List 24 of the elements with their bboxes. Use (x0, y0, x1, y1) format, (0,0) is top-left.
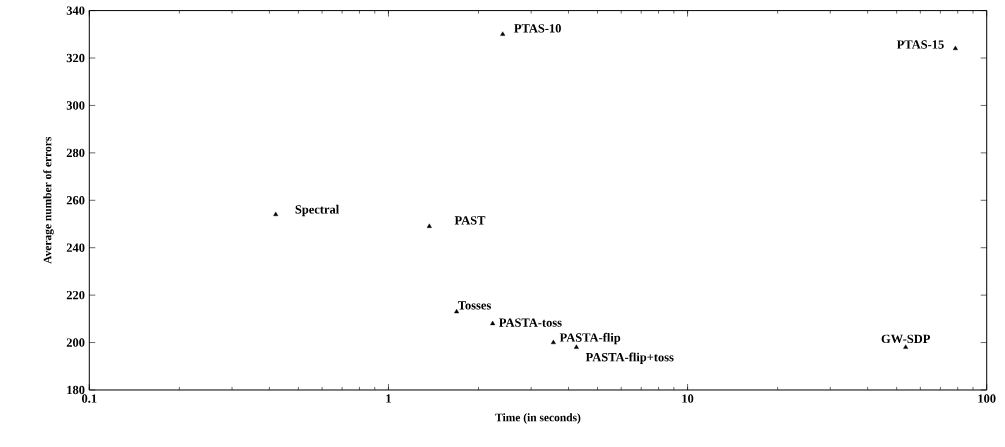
x-tick-label: 1 (386, 394, 391, 403)
annotation: PTAS-10 (514, 24, 561, 33)
annotation: Tosses (457, 301, 491, 310)
y-tick-label: 260 (66, 196, 85, 205)
annotation: GW-SDP (881, 334, 931, 344)
y-tick-label: 200 (66, 338, 85, 347)
annotation: PTAS-15 (896, 40, 944, 49)
y-tick-label: 300 (66, 101, 85, 110)
y-tick-label: 220 (66, 290, 85, 300)
annotation: PASTA-flip+toss (585, 352, 674, 364)
x-tick-label: 0.1 (81, 394, 97, 403)
annotation: Spectral (295, 204, 339, 217)
annotation: PASTA-toss (499, 318, 562, 327)
x-tick-label: 100 (978, 394, 996, 403)
y-tick-label: 180 (67, 385, 85, 395)
y-tick-label: 340 (66, 6, 85, 15)
annotation: PASTA-flip (559, 332, 621, 345)
x-tick-label: 10 (682, 394, 694, 403)
y-tick-label: 240 (66, 243, 85, 252)
y-tick-label: 320 (66, 53, 85, 63)
y-tick-label: 280 (66, 148, 85, 158)
x-axis-title: Time (in seconds) (495, 413, 581, 424)
y-axis-title: Average number of errors (43, 136, 54, 264)
annotation: PAST (454, 216, 486, 225)
